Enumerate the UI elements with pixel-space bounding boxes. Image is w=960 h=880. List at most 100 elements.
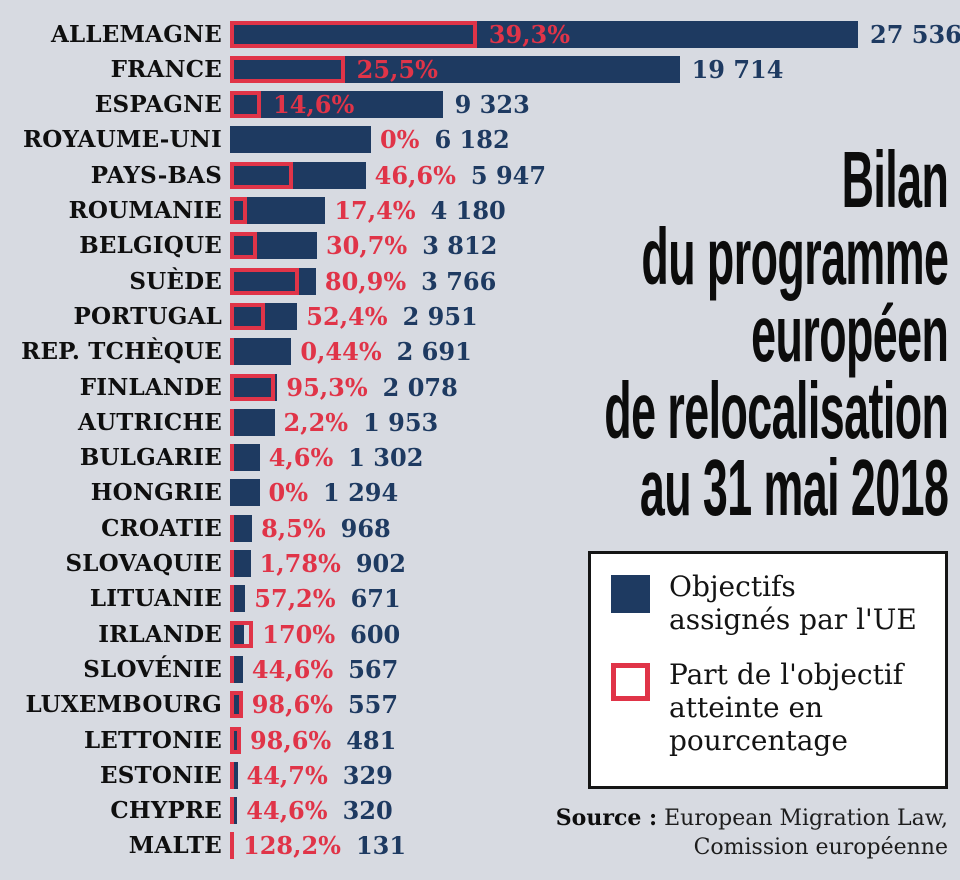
objective-value-label: 3 812 [422,231,498,261]
country-label: SLOVAQUIE [65,550,222,577]
bar-value-group: 44,6% 320 [246,797,392,825]
achieved-outline [230,444,234,472]
achieved-pct-label: 44,6% [246,796,328,826]
bar-value-group: 17,4% 4 180 [334,197,505,225]
achieved-pct-label: 95,3% [286,372,368,402]
bar-row: BELGIQUE 30,7% 3 812 [0,231,960,261]
achieved-pct-label: 46,6% [374,160,456,190]
achieved-pct-label: 4,6% [268,443,334,473]
achieved-pct-label: 128,2% [243,831,341,861]
achieved-pct-label: 44,6% [251,654,334,684]
bar-row: SLOVÉNIE 44,6% 567 [0,654,960,684]
title-line: au 31 mai 2018 [639,443,949,532]
bar-row: SUÈDE 80,9% 3 766 [0,267,960,295]
objective-value-label: 567 [348,654,399,684]
country-label: SUÈDE [129,267,222,295]
country-label: FRANCE [110,55,222,83]
bar-track: 8,5% 968 [230,513,960,543]
achieved-pct-label: 170% [262,619,336,649]
achieved-outline [230,91,262,119]
source-note: Source : European Migration Law, Comissi… [556,804,948,862]
bar-row: FINLANDE 95,3% 2 078 [0,372,960,402]
objective-bar [230,408,275,436]
bar-track: 4,6% 1 302 [230,444,960,472]
bar-track: 128,2% 131 [230,831,960,861]
bar-row: PORTUGAL 52,4% 2 951 [0,301,960,331]
bar-track: 57,2% 671 [230,585,960,613]
objective-bar [230,444,260,472]
achieved-outline [230,514,234,542]
bar-value-group: 4,6% 1 302 [269,444,424,472]
country-label: IRLANDE [98,620,222,648]
navy-square-swatch [611,575,650,613]
bar-value-group: 0% 1 294 [269,479,399,507]
bar-value-group: 57,2% 671 [254,585,400,613]
bar-row: CHYPRE 44,6% 320 [0,797,960,825]
title-line: Bilan [841,135,948,224]
legend-text-line: atteinte en [669,691,824,724]
title-line: du programme [641,212,948,301]
bar-row: ROYAUME-UNI 0% 6 182 [0,126,960,154]
objective-value-label: 1 953 [363,407,439,437]
country-label: SLOVÉNIE [83,655,222,683]
bar-row: LETTONIE 98,6% 481 [0,726,960,755]
achieved-outline [230,338,234,366]
bar-value-group: 98,6% 481 [250,726,396,755]
objective-bar [230,91,443,119]
bar-track: 170% 600 [230,619,960,649]
achieved-pct-label: 0% [268,478,309,508]
bar-track: 0,44% 2 691 [230,337,960,367]
achieved-pct-label: 44,7% [246,760,328,790]
title-line: de relocalisation [603,366,949,455]
country-label: LETTONIE [83,726,222,754]
bar-value-group: 44,7% 329 [246,760,393,790]
objective-bar [230,126,371,154]
achieved-outline [230,550,234,577]
objective-value-label: 902 [355,549,406,578]
achieved-outline [230,20,477,48]
achieved-pct-label: 57,2% [254,584,336,614]
objective-value-label: 4 180 [430,196,506,225]
bar-track: 52,4% 2 951 [230,301,960,331]
bar-row: REP. TCHÈQUE 0,44% 2 691 [0,337,960,367]
achieved-outline [230,408,234,436]
legend-text-line: pourcentage [669,724,848,757]
country-label: ESTONIE [99,761,222,789]
bar-value-group: 8,5% 968 [261,513,391,543]
bar-row: LITUANIE 57,2% 671 [0,585,960,613]
objective-value-label: 557 [347,690,399,720]
bar-track: 30,7% 3 812 [230,231,960,261]
objective-value-label: 2 691 [396,337,472,367]
achieved-pct-label: 52,4% [306,301,388,331]
objective-bar [230,479,260,507]
legend-objectives-label: Objectifs assignés par l'UE [669,570,917,636]
legend-text-line: Part de l'objectif [669,658,904,691]
achieved-outline [230,832,234,860]
country-label: LUXEMBOURG [25,691,222,719]
country-label: ROUMANIE [68,197,222,224]
legend-text-line: assignés par l'UE [669,603,917,636]
objective-bar [230,161,366,189]
achieved-outline [230,761,234,789]
achieved-pct-label: 14,6% [273,90,355,120]
country-label: FINLANDE [79,373,222,401]
bar-value-group: 52,4% 2 951 [306,301,477,331]
objective-value-label: 320 [342,796,393,826]
bar-value-group: 170% 600 [262,619,400,649]
bar-row: CROATIE 8,5% 968 [0,513,960,543]
country-label: LITUANIE [89,585,222,613]
country-label: ESPAGNE [94,91,222,119]
bar-row: IRLANDE 170% 600 [0,619,960,649]
country-label: HONGRIE [90,479,222,507]
source-text: European Migration Law, [657,806,948,831]
title-line: européen [750,289,949,378]
bar-row: SLOVAQUIE 1,78% 902 [0,549,960,578]
objective-value-label: 329 [342,760,393,790]
achieved-outline [230,373,276,401]
achieved-pct-label: 2,2% [283,407,349,437]
bar-row: LUXEMBOURG 98,6% 557 [0,690,960,720]
objective-bar [230,550,251,577]
bar-track: 98,6% 557 [230,690,960,720]
objective-value-label: 968 [340,513,391,543]
bar-row: FRANCE 25,5% 19 714 [0,55,960,83]
